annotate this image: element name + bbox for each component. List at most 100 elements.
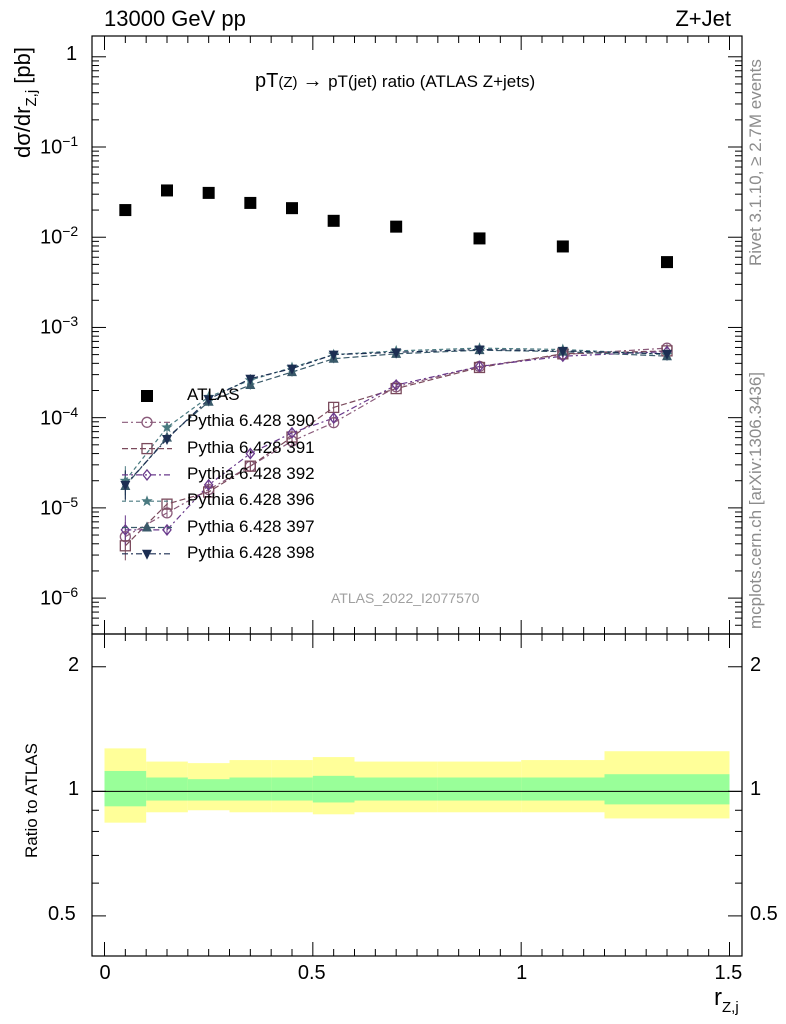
x-tick-label-2: 1 — [516, 962, 528, 984]
data-point-pythia-6-428-392-3 — [245, 447, 256, 460]
y-axis-sub: Z,j — [23, 89, 40, 107]
ratio-band-inner-bin-1 — [146, 777, 188, 801]
series-line-pythia-6-428-391 — [124, 350, 668, 547]
series-line-pythia-6-428-396 — [124, 347, 668, 482]
x-tick-label-1: 0.5 — [297, 962, 326, 984]
data-point-pythia-6-428-391-2 — [203, 486, 215, 498]
legend — [122, 390, 172, 560]
main-y-tick-label-4: 10−4 — [40, 403, 79, 430]
ratio-y-tick-label-right-2: 2 — [750, 653, 762, 676]
data-point-pythia-6-428-391-0 — [119, 540, 131, 552]
data-point-pythia-6-428-398-6 — [391, 348, 402, 359]
y-axis-title: dσ/drZ,j [pb] — [10, 47, 40, 159]
ratio-band-inner-bin-4 — [271, 777, 313, 801]
data-point-atlas-3 — [244, 196, 257, 209]
ratio-y-tick-label-left-1: 1 — [68, 778, 80, 801]
data-point-pythia-6-428-398-7 — [474, 345, 485, 356]
ratio-band-inner-bin-8 — [521, 777, 605, 801]
title-part1: pT — [255, 70, 279, 92]
data-point-atlas-7 — [473, 232, 486, 245]
x-axis-sub: Z,j — [722, 999, 739, 1016]
legend-marker-pythia-6-428-392 — [142, 468, 152, 481]
data-point-pythia-6-428-398-1 — [162, 435, 172, 446]
data-point-pythia-6-428-392-5 — [328, 412, 339, 425]
legend-label-pythia-6-428-398: Pythia 6.428 398 — [187, 542, 315, 562]
x-tick-label-3: 1.5 — [714, 962, 743, 984]
data-point-atlas-4 — [286, 202, 298, 215]
legend-label-pythia-6-428-391: Pythia 6.428 391 — [187, 437, 315, 457]
data-point-pythia-6-428-390-5 — [328, 417, 340, 429]
x-tick-label-0: 0 — [99, 962, 111, 984]
data-point-pythia-6-428-390-0 — [119, 530, 131, 543]
main-y-tick-label-6: 10−6 — [40, 584, 79, 610]
main-y-tick-label-3: 10−3 — [40, 313, 79, 340]
mcplots-label: mcplots.cern.ch [arXiv:1306.3436] — [746, 371, 765, 629]
ratio-y-axis-title: Ratio to ATLAS — [22, 743, 41, 858]
ratio-band-inner-bin-5 — [312, 775, 355, 803]
ratio-band-inner-bin-3 — [229, 777, 272, 801]
data-point-pythia-6-428-398-4 — [287, 364, 297, 375]
data-point-pythia-6-428-391-7 — [473, 361, 486, 374]
title-part2: pT(jet) ratio (ATLAS Z+jets) — [328, 72, 536, 91]
y-axis-prefix: dσ/dr — [10, 106, 35, 159]
title-sub1: (Z) — [278, 74, 298, 91]
ratio-band-inner-bin-9 — [604, 774, 730, 805]
ratio-y-tick-label-left-0: 0.5 — [48, 902, 76, 925]
data-point-pythia-6-428-392-1 — [162, 523, 172, 536]
plot-title: pT(Z) → pT(jet) ratio (ATLAS Z+jets) — [255, 70, 535, 93]
title-arrow: → — [302, 70, 323, 92]
main-y-tick-label-2: 10−2 — [40, 223, 79, 249]
x-axis-title: rZ,j — [714, 984, 739, 1016]
legend-label-atlas: ATLAS — [187, 385, 240, 404]
legend-marker-pythia-6-428-397 — [142, 521, 152, 532]
series-line-pythia-6-428-392 — [125, 351, 668, 531]
energy-label: 13000 GeV pp — [104, 6, 246, 31]
ratio-y-tick-label-left-2: 2 — [68, 653, 80, 676]
legend-marker-pythia-6-428-398 — [142, 549, 152, 560]
data-point-pythia-6-428-392-7 — [474, 360, 485, 373]
data-point-pythia-6-428-392-0 — [120, 523, 131, 536]
data-point-pythia-6-428-391-3 — [244, 460, 256, 472]
ratio-band-inner-bin-7 — [437, 777, 522, 801]
data-point-atlas-8 — [556, 240, 569, 253]
data-point-pythia-6-428-398-5 — [328, 350, 339, 361]
data-point-pythia-6-428-398-8 — [557, 346, 568, 357]
data-point-atlas-1 — [161, 184, 173, 197]
data-point-atlas-9 — [661, 256, 673, 269]
legend-label-pythia-6-428-396: Pythia 6.428 396 — [187, 490, 315, 510]
legend-marker-pythia-6-428-396 — [141, 495, 153, 507]
main-y-tick-label-0: 1 — [66, 42, 78, 65]
data-point-atlas-6 — [390, 220, 403, 233]
y-axis-unit: [pb] — [10, 47, 35, 90]
data-point-pythia-6-428-392-6 — [391, 378, 401, 392]
legend-marker-pythia-6-428-391 — [141, 442, 153, 455]
analysis-watermark: ATLAS_2022_I2077570 — [331, 590, 480, 606]
data-point-pythia-6-428-391-1 — [161, 498, 173, 510]
x-axis-prefix: r — [714, 984, 722, 1011]
legend-marker-pythia-6-428-390 — [141, 416, 153, 428]
data-point-atlas-2 — [202, 186, 215, 199]
data-point-pythia-6-428-396-1 — [161, 421, 173, 433]
legend-label-pythia-6-428-392: Pythia 6.428 392 — [187, 463, 315, 483]
legend-marker-atlas — [141, 390, 153, 402]
data-point-pythia-6-428-398-0 — [120, 480, 131, 491]
legend-label-pythia-6-428-397: Pythia 6.428 397 — [187, 516, 315, 536]
rivet-label: Rivet 3.1.10, ≥ 2.7M events — [746, 59, 765, 266]
ratio-band-inner-bin-2 — [187, 779, 230, 801]
data-point-pythia-6-428-391-6 — [390, 382, 402, 395]
data-point-pythia-6-428-398-2 — [203, 395, 214, 406]
ratio-band-inner-bin-0 — [104, 770, 147, 807]
process-label: Z+Jet — [675, 6, 731, 31]
series-markers — [119, 184, 673, 552]
data-point-pythia-6-428-392-4 — [287, 426, 297, 439]
axis-ticks — [92, 36, 742, 956]
data-point-pythia-6-428-391-4 — [286, 431, 298, 443]
legend-label-pythia-6-428-390: Pythia 6.428 390 — [187, 411, 315, 431]
ratio-y-tick-label-right-0: 0.5 — [750, 902, 778, 925]
data-point-pythia-6-428-390-1 — [161, 507, 173, 519]
ratio-bands — [104, 748, 730, 823]
series-line-pythia-6-428-397 — [124, 349, 668, 487]
data-point-atlas-0 — [119, 204, 132, 217]
ratio-y-tick-label-right-1: 1 — [750, 778, 762, 801]
